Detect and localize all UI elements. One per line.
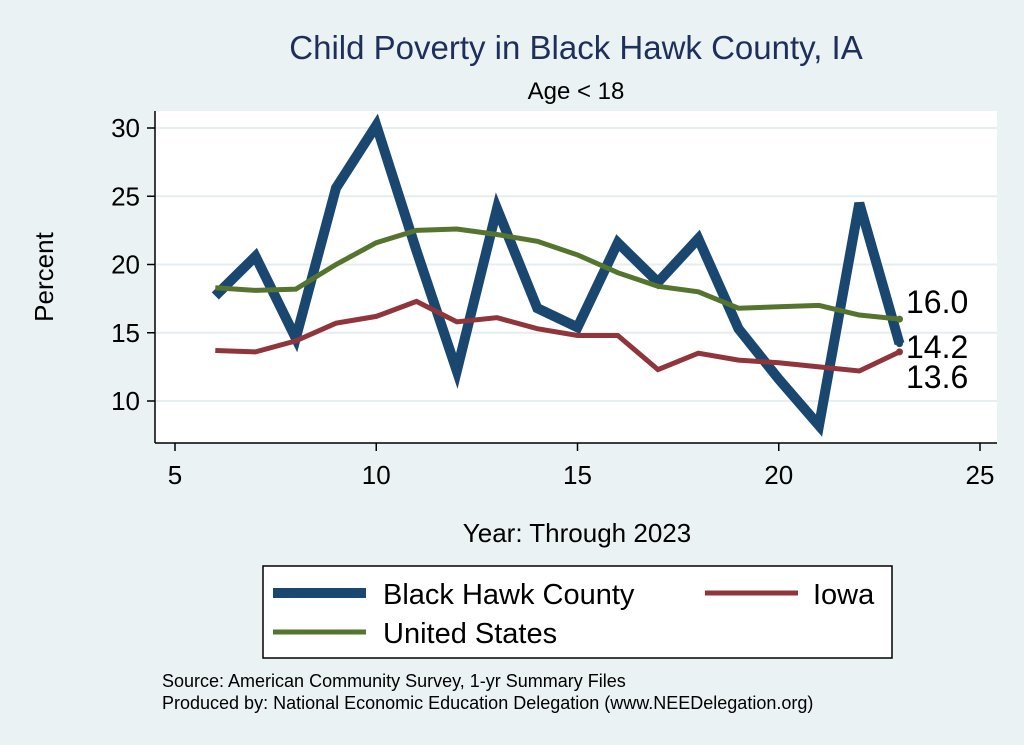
series-line-united-states: [215, 226, 900, 322]
end-label-iowa: 13.6: [906, 359, 968, 395]
source-note: Source: American Community Survey, 1-yr …: [162, 671, 626, 691]
produced-by-note: Produced by: National Economic Education…: [162, 693, 813, 713]
series-end-point-iowa: [896, 348, 903, 356]
legend-label-iowa: Iowa: [813, 579, 875, 611]
x-axis-ticks: 5 10 15 20 25: [168, 443, 995, 490]
chart-title: Child Poverty in Black Hawk County, IA: [289, 29, 862, 66]
y-tick-label-30: 30: [111, 113, 140, 143]
end-label-black-hawk-county: 14.2: [906, 329, 968, 365]
legend: Black Hawk County Iowa United States: [262, 565, 893, 659]
x-tick-label-10: 10: [362, 460, 391, 490]
x-tick-label-15: 15: [563, 460, 592, 490]
legend-label-united-states: United States: [383, 618, 557, 650]
y-tick-label-15: 15: [111, 318, 140, 348]
series-end-point-united-states: [896, 315, 903, 323]
y-axis-label: Percent: [29, 231, 59, 321]
plot-area: [155, 111, 997, 443]
series-lines: [211, 113, 905, 437]
end-label-united-states: 16.0: [906, 284, 968, 320]
x-tick-label-20: 20: [764, 460, 793, 490]
y-tick-label-20: 20: [111, 250, 140, 280]
series-line-iowa: [215, 298, 901, 374]
x-axis-label: Year: Through 2023: [463, 518, 691, 548]
y-axis-ticks: 10 15 20 25 30: [111, 113, 155, 416]
x-tick-label-5: 5: [168, 460, 182, 490]
legend-label-black-hawk-county: Black Hawk County: [383, 579, 635, 611]
series-end-point-black-hawk-county: [896, 340, 903, 348]
end-labels: 14.213.6 16.0: [906, 284, 968, 395]
chart-subtitle: Age < 18: [528, 78, 625, 105]
y-tick-label-25: 25: [111, 181, 140, 211]
legend-box: [262, 565, 893, 659]
series-line-black-hawk-county: [211, 113, 905, 437]
x-tick-label-25: 25: [966, 460, 995, 490]
y-tick-label-10: 10: [111, 386, 140, 416]
